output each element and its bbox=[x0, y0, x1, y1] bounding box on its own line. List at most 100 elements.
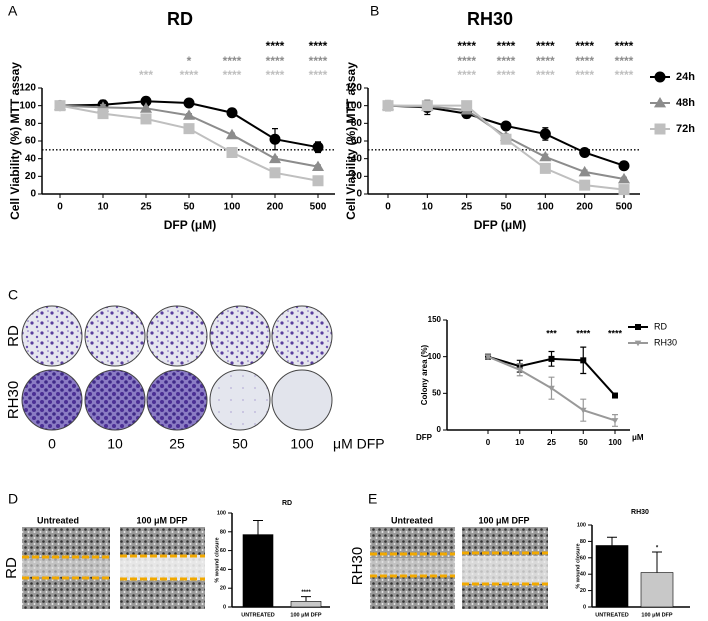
marker bbox=[516, 367, 524, 374]
y-tick-label: 60 bbox=[580, 555, 586, 561]
y-axis-label: Cell Viability (%) MTT assay bbox=[8, 62, 22, 220]
x-tick-label: 100 bbox=[608, 438, 622, 447]
marker bbox=[183, 97, 195, 109]
y-tick-label: 60 bbox=[351, 136, 363, 147]
x-tick-label: 50 bbox=[579, 438, 588, 447]
significance: **** bbox=[536, 68, 555, 82]
x-tick-label: 500 bbox=[616, 202, 633, 213]
marker bbox=[539, 128, 551, 140]
y-tick-label: 120 bbox=[19, 83, 36, 94]
bar bbox=[640, 572, 674, 608]
colony-well bbox=[146, 369, 208, 431]
marker bbox=[618, 184, 630, 196]
y-tick-label: 0 bbox=[223, 604, 226, 610]
significance: * bbox=[656, 546, 659, 552]
significance: **** bbox=[457, 39, 476, 53]
marker bbox=[226, 146, 238, 158]
image-label: 100 μM DFP bbox=[478, 515, 529, 525]
row-label: RH30 bbox=[349, 547, 366, 585]
significance: **** bbox=[309, 39, 328, 53]
x-tick-label: 200 bbox=[267, 202, 284, 213]
x-tick-label: 200 bbox=[576, 202, 593, 213]
row-label: RD bbox=[5, 325, 22, 347]
panel-label: B bbox=[370, 3, 379, 19]
significance: **** bbox=[301, 590, 311, 596]
marker bbox=[580, 357, 587, 364]
y-tick-label: 100 bbox=[577, 522, 586, 528]
significance: *** bbox=[546, 328, 557, 338]
image-label: 100 μM DFP bbox=[136, 515, 187, 525]
y-tick-label: 40 bbox=[580, 572, 586, 578]
colony-well bbox=[84, 305, 146, 367]
significance: **** bbox=[615, 39, 634, 53]
chart-title: RD bbox=[282, 500, 292, 507]
image-label: Untreated bbox=[391, 515, 433, 525]
row-label: RD bbox=[3, 557, 20, 579]
x-tick-label: 100 bbox=[537, 202, 554, 213]
x-tick-label: 100 μM DFP bbox=[290, 612, 322, 618]
x-tick-label: 25 bbox=[140, 202, 152, 213]
panel-label: C bbox=[8, 287, 18, 303]
y-tick-label: 50 bbox=[432, 388, 441, 397]
significance: **** bbox=[309, 54, 328, 68]
x-tick-label: 50 bbox=[183, 202, 195, 213]
marker bbox=[548, 355, 555, 362]
panel-label: D bbox=[8, 491, 18, 507]
y-tick-label: 20 bbox=[351, 171, 363, 182]
marker bbox=[140, 113, 152, 125]
marker bbox=[461, 100, 473, 112]
bar bbox=[595, 545, 629, 608]
marker bbox=[268, 152, 282, 164]
chart-title: RD bbox=[167, 9, 193, 29]
marker bbox=[548, 385, 555, 392]
wound-gap bbox=[120, 555, 205, 580]
y-tick-label: 20 bbox=[220, 586, 226, 592]
y-tick-label: 100 bbox=[19, 100, 36, 111]
y-tick-label: 0 bbox=[583, 604, 586, 610]
colony-well bbox=[271, 369, 333, 431]
x-tick-label: 0 bbox=[486, 438, 491, 447]
y-axis-label: Colony area (%) bbox=[420, 344, 429, 405]
significance: **** bbox=[536, 39, 555, 53]
column-label: 100 bbox=[290, 436, 314, 452]
marker bbox=[578, 165, 591, 177]
marker bbox=[421, 100, 433, 112]
legend-label: RH30 bbox=[654, 337, 677, 347]
y-tick-label: 100 bbox=[428, 352, 442, 361]
column-label: 0 bbox=[48, 436, 56, 452]
x-tick-label: 25 bbox=[547, 438, 556, 447]
marker bbox=[653, 96, 667, 108]
significance: *** bbox=[139, 68, 153, 82]
significance: **** bbox=[615, 54, 634, 68]
series-line bbox=[388, 104, 625, 191]
y-tick-label: 40 bbox=[351, 153, 363, 164]
y-tick-label: 120 bbox=[345, 83, 362, 94]
legend-label: 48h bbox=[676, 97, 695, 109]
significance: **** bbox=[576, 328, 591, 338]
marker bbox=[269, 167, 281, 179]
y-axis-label: % wound closure bbox=[214, 537, 220, 582]
bar bbox=[242, 534, 274, 608]
colony-well bbox=[146, 305, 208, 367]
y-tick-label: 0 bbox=[356, 189, 362, 200]
x-tick-label: UNTREATED bbox=[241, 612, 275, 618]
wound-gap bbox=[22, 558, 110, 577]
panel-label: E bbox=[368, 491, 377, 507]
marker bbox=[539, 150, 552, 162]
x-tick-label: UNTREATED bbox=[595, 612, 629, 618]
panel-label: A bbox=[8, 3, 18, 19]
error-bar bbox=[652, 551, 662, 573]
marker bbox=[97, 108, 109, 120]
x-tick-label: 50 bbox=[500, 202, 512, 213]
error-bar bbox=[253, 520, 263, 535]
y-tick-label: 20 bbox=[25, 171, 37, 182]
x-tick-label: 0 bbox=[57, 202, 63, 213]
marker bbox=[140, 95, 152, 107]
panel-e-images: E RH30 Untreated 100 μM DFP bbox=[349, 491, 548, 609]
significance: **** bbox=[223, 54, 242, 68]
marker bbox=[654, 71, 666, 83]
marker bbox=[382, 100, 394, 112]
colony-well bbox=[209, 369, 271, 431]
y-tick-label: 150 bbox=[428, 315, 442, 324]
x-tick-label: 0 bbox=[385, 202, 391, 213]
